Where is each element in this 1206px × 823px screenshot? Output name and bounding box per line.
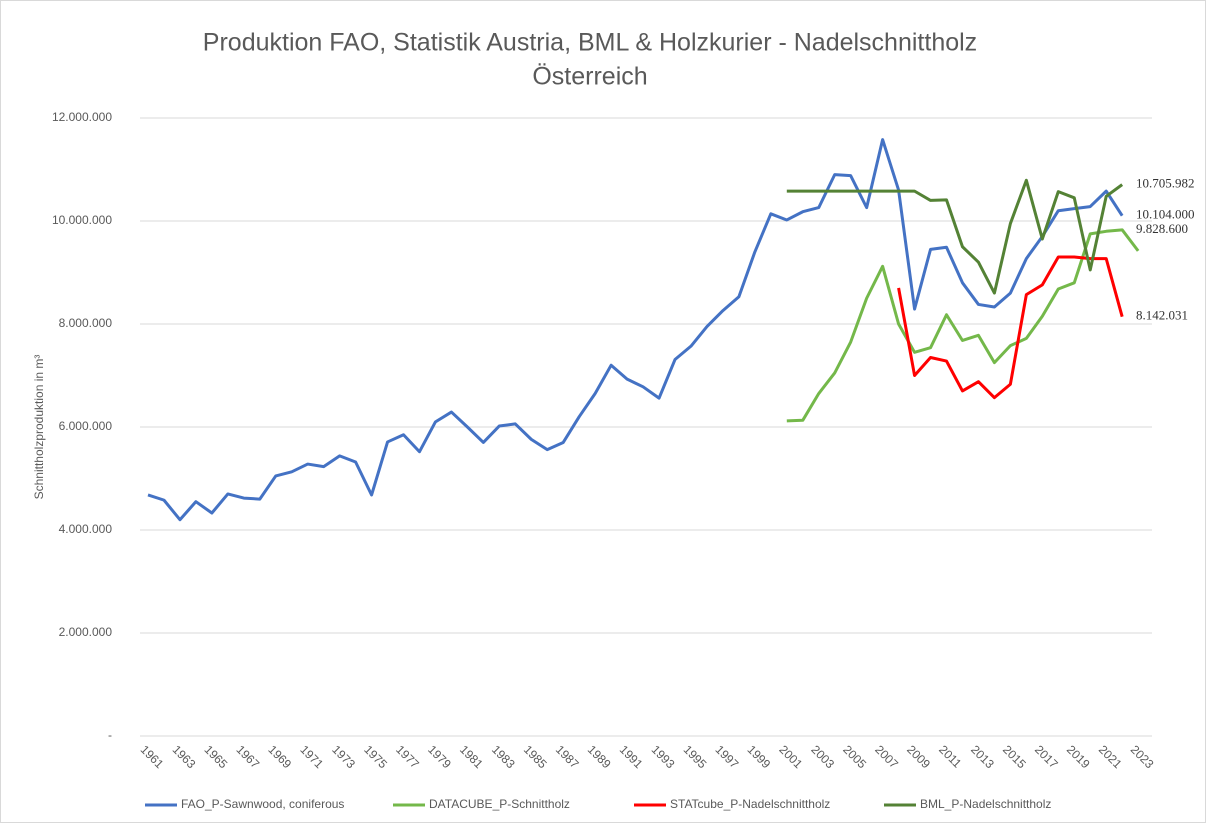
data-label: 10.705.982 xyxy=(1136,176,1195,191)
legend-label: FAO_P-Sawnwood, coniferous xyxy=(181,797,344,811)
series-line xyxy=(786,228,1140,423)
legend-label: DATACUBE_P-Schnittholz xyxy=(429,797,570,811)
legend-label: BML_P-Nadelschnittholz xyxy=(920,797,1051,811)
y-tick-label: - xyxy=(108,728,112,742)
data-label: 8.142.031 xyxy=(1136,308,1188,323)
y-tick-label: 6.000.000 xyxy=(59,419,113,433)
series-line xyxy=(147,138,1124,522)
chart-title: Österreich xyxy=(532,63,647,91)
series-line xyxy=(897,255,1124,400)
y-axis-label: Schnittholzproduktion in m³ xyxy=(32,355,46,500)
y-tick-label: 4.000.000 xyxy=(59,522,113,536)
y-tick-label: 12.000.000 xyxy=(52,110,112,124)
data-label: 10.104.000 xyxy=(1136,207,1195,222)
y-tick-label: 2.000.000 xyxy=(59,625,113,639)
y-tick-label: 10.000.000 xyxy=(52,213,112,227)
y-tick-label: 8.000.000 xyxy=(59,316,113,330)
data-label: 9.828.600 xyxy=(1136,221,1188,236)
chart-title: Produktion FAO, Statistik Austria, BML &… xyxy=(203,29,977,57)
series-line xyxy=(786,178,1124,295)
legend-label: STATcube_P-Nadelschnittholz xyxy=(670,797,830,811)
